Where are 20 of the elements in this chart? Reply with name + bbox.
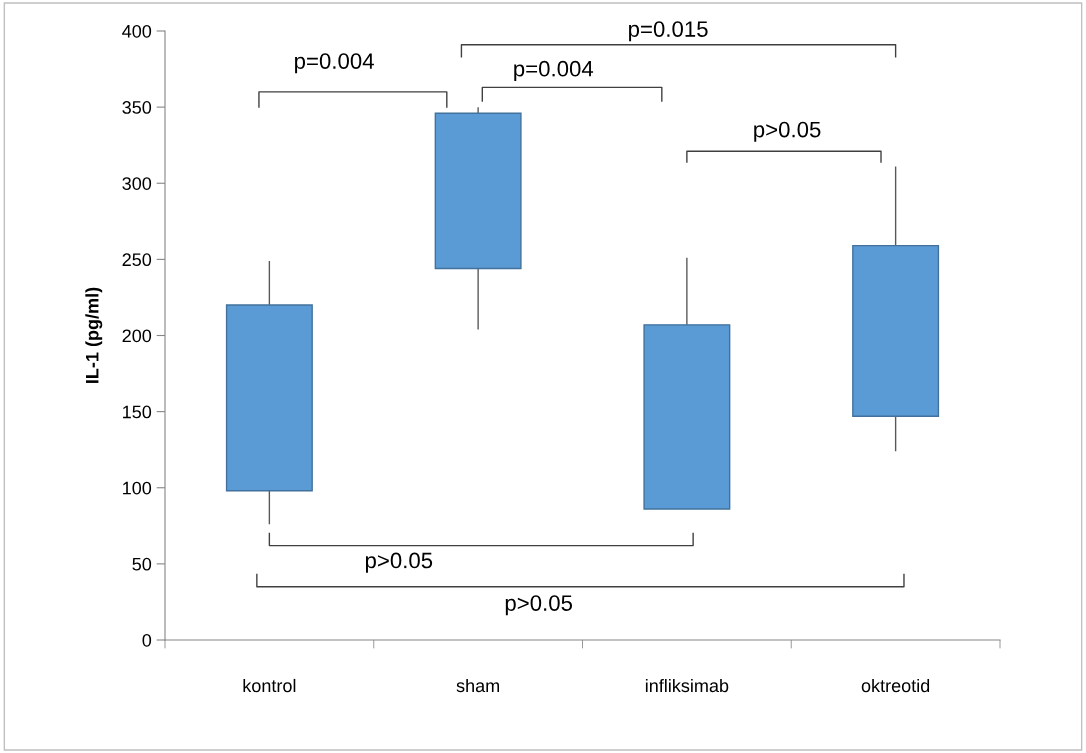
annotation: p>0.05 — [365, 552, 433, 573]
y-tick-label: 0 — [142, 633, 152, 647]
x-tick-label: kontrol — [243, 678, 296, 693]
y-axis-title: IL-1 (pg/ml) — [85, 287, 103, 383]
annotation: p>0.05 — [505, 595, 573, 616]
x-tick-label: sham — [456, 678, 500, 693]
x-tick-label: infliksimab — [645, 678, 729, 693]
annotation: p>0.05 — [754, 121, 821, 142]
annotation: p=0.015 — [629, 21, 708, 42]
y-tick-label: 400 — [122, 24, 152, 38]
y-tick-label: 350 — [122, 101, 152, 114]
annotation: p=0.004 — [514, 60, 594, 81]
y-tick-label: 150 — [123, 405, 152, 419]
y-tick-label: 50 — [132, 557, 152, 571]
y-tick-label: 250 — [122, 253, 152, 267]
y-tick-label: 100 — [123, 481, 152, 495]
annotation: p=0.004 — [295, 53, 374, 74]
y-tick-label: 300 — [122, 177, 152, 190]
x-tick-label: oktreotid — [861, 678, 930, 693]
y-tick-label: 200 — [122, 329, 152, 343]
